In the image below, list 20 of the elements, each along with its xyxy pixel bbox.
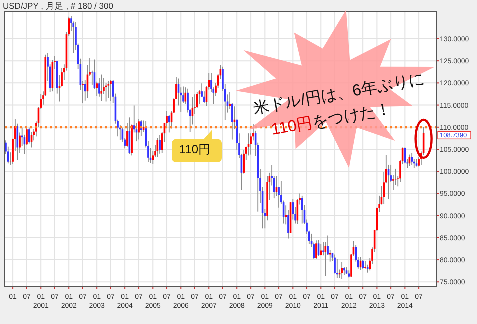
callout-box: 110円 bbox=[172, 130, 222, 162]
candlestick bbox=[411, 153, 413, 166]
candlestick bbox=[301, 195, 304, 224]
ref-line-label: 110円 bbox=[179, 142, 211, 156]
candlestick bbox=[98, 78, 100, 98]
candlestick bbox=[138, 118, 140, 140]
candlestick bbox=[341, 262, 343, 280]
candlestick bbox=[316, 240, 318, 260]
candlestick bbox=[168, 114, 170, 134]
candlestick bbox=[320, 244, 322, 256]
candlestick bbox=[110, 80, 112, 102]
candlestick bbox=[28, 127, 30, 144]
chart-title: USD/JPY , 月足 , # 180 / 300 bbox=[3, 1, 114, 11]
candlestick bbox=[248, 133, 250, 156]
candlestick bbox=[334, 254, 336, 274]
candlestick bbox=[159, 134, 161, 154]
annotation: 110円 bbox=[270, 114, 314, 139]
candlestick bbox=[100, 74, 103, 102]
candlestick bbox=[362, 260, 364, 270]
candlestick bbox=[108, 80, 110, 99]
